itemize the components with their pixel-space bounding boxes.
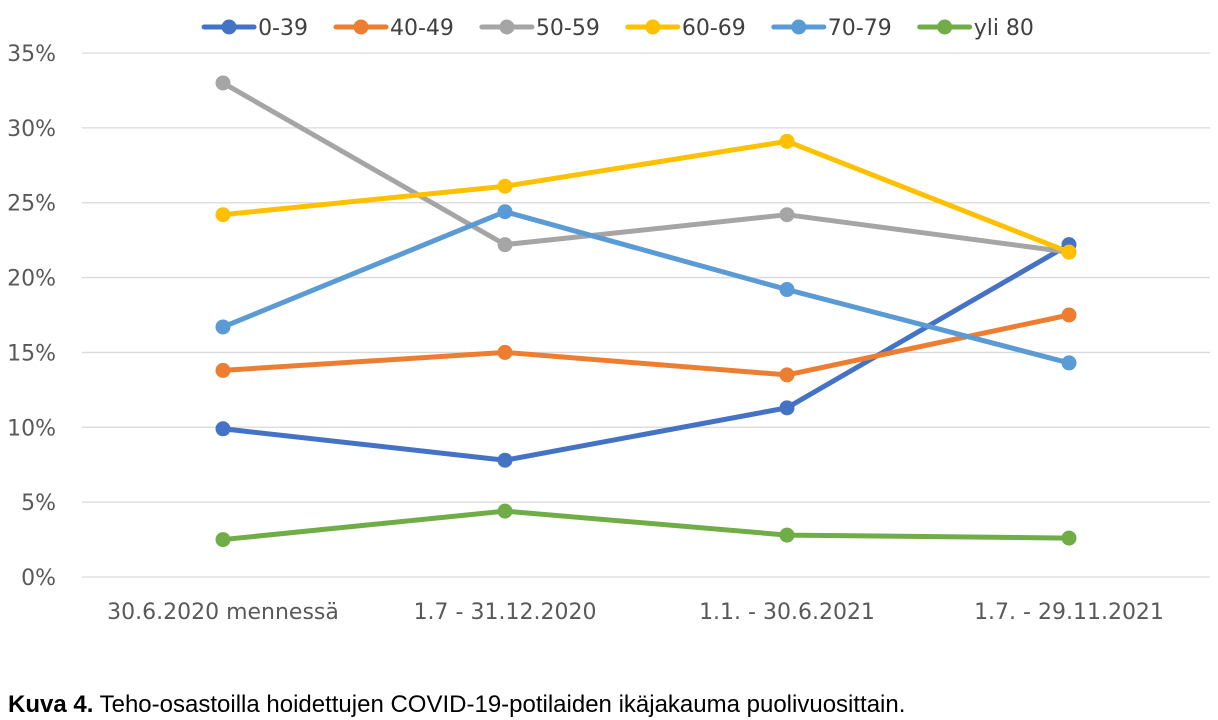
series-60-69 (215, 133, 1077, 260)
x-tick-label: 30.6.2020 mennessä (107, 600, 339, 625)
data-point (779, 133, 795, 149)
data-point (497, 344, 513, 360)
line-chart: 0% 5% 10% 15% 20% 25% 30% 35% 30.6.2020 menness… (7, 16, 1210, 625)
y-tick-label: 0% (21, 566, 56, 591)
x-axis-tick-labels: 30.6.2020 mennessä 1.7 - 31.12.2020 1.1. -… (107, 600, 1164, 625)
series-line (220, 209, 1072, 366)
series-line (220, 80, 1072, 255)
data-point (1061, 307, 1077, 323)
legend-item: 40-49 (333, 16, 454, 41)
legend-swatch-marker (221, 19, 237, 35)
data-point (779, 400, 795, 416)
series-50-59 (215, 75, 1077, 260)
data-point (497, 452, 513, 468)
legend-label: 40-49 (390, 16, 454, 41)
data-point (1061, 355, 1077, 371)
legend-swatch-marker (791, 19, 807, 35)
y-tick-label: 25% (7, 192, 56, 217)
data-point (497, 237, 513, 253)
data-point (497, 204, 513, 220)
series-line (220, 312, 1072, 378)
data-point (779, 207, 795, 223)
data-point (497, 503, 513, 519)
y-axis-tick-labels: 0% 5% 10% 15% 20% 25% 30% 35% (7, 42, 56, 591)
y-tick-label: 20% (7, 267, 56, 292)
y-tick-label: 10% (7, 416, 56, 441)
legend-swatch-marker (645, 19, 661, 35)
series-lines (215, 75, 1077, 548)
data-point (215, 421, 231, 437)
legend-swatch-marker (353, 19, 369, 35)
legend-item: 60-69 (625, 16, 746, 41)
legend-label: yli 80 (974, 16, 1034, 41)
caption-label: Kuva 4. (8, 691, 94, 718)
gridlines (82, 52, 1210, 578)
data-point (215, 207, 231, 223)
legend-item: 50-59 (479, 16, 600, 41)
x-tick-label: 1.7. - 29.11.2021 (974, 600, 1164, 625)
legend-item: yli 80 (917, 16, 1034, 41)
series-line (220, 508, 1072, 543)
y-tick-label: 35% (7, 42, 56, 67)
data-point (779, 527, 795, 543)
data-point (215, 75, 231, 91)
y-tick-label: 5% (21, 491, 56, 516)
legend-item: 0-39 (201, 16, 308, 41)
data-point (1061, 530, 1077, 546)
x-tick-label: 1.7 - 31.12.2020 (414, 600, 597, 625)
y-tick-label: 30% (7, 117, 56, 142)
data-point (215, 532, 231, 548)
legend: 0-39 40-49 50-59 60-69 70-79 yli 80 (201, 16, 1034, 41)
data-point (779, 282, 795, 298)
data-point (215, 362, 231, 378)
data-point (779, 367, 795, 383)
legend-item: 70-79 (771, 16, 892, 41)
data-point (497, 178, 513, 194)
series-line (220, 138, 1072, 255)
x-tick-label: 1.1. - 30.6.2021 (699, 600, 875, 625)
legend-label: 70-79 (828, 16, 892, 41)
legend-swatch-marker (499, 19, 515, 35)
series-40-49 (215, 307, 1077, 383)
data-point (215, 319, 231, 335)
legend-label: 50-59 (536, 16, 600, 41)
legend-label: 60-69 (682, 16, 746, 41)
series-yli-80 (215, 503, 1077, 548)
data-point (1061, 244, 1077, 260)
figure-caption: Kuva 4. Teho-osastoilla hoidettujen COVI… (8, 690, 905, 720)
series-70-79 (215, 204, 1077, 371)
legend-label: 0-39 (258, 16, 308, 41)
caption-text: Teho-osastoilla hoidettujen COVID-19-pot… (93, 691, 906, 718)
legend-swatch-marker (937, 19, 953, 35)
y-tick-label: 15% (7, 341, 56, 366)
